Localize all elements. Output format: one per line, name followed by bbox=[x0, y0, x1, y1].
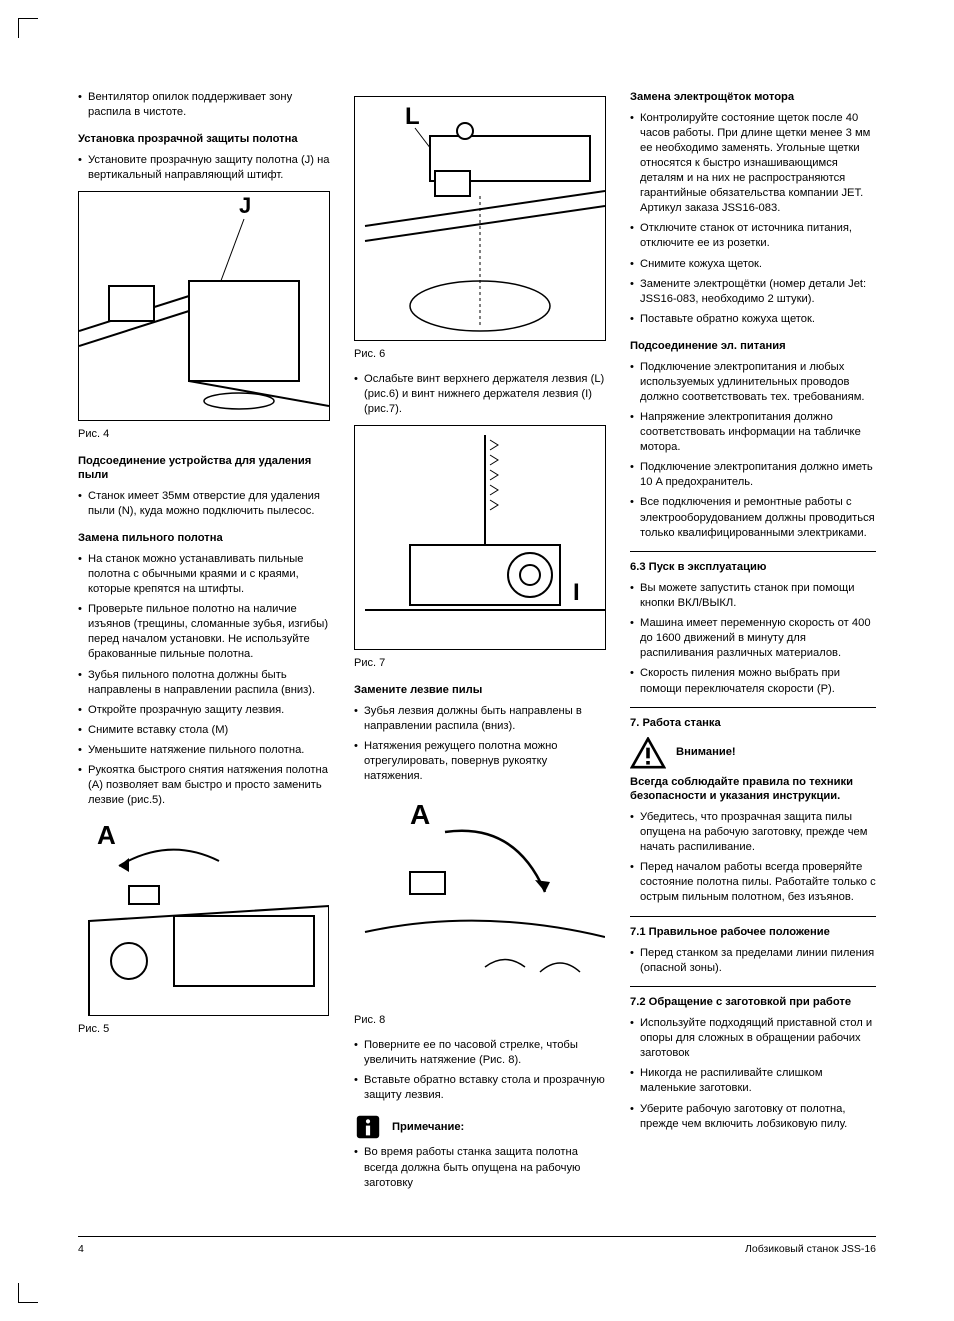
section-7-2: 7.2 Обращение с заготовкой при работе bbox=[630, 995, 876, 1010]
note-label: Примечание: bbox=[392, 1120, 464, 1135]
crop-mark-top-left bbox=[18, 18, 38, 38]
list-item: Во время работы станка защита полотна вс… bbox=[354, 1145, 606, 1190]
list-item: Контролируйте состояние щеток после 40 ч… bbox=[630, 111, 876, 217]
warning-row: Внимание! bbox=[630, 737, 876, 769]
list-power: Подключение электропитания и любых испол… bbox=[630, 360, 876, 541]
list-dust: Станок имеет 35мм отверстие для удаления… bbox=[78, 489, 330, 519]
figure-6-label: L bbox=[405, 103, 420, 130]
list-brushes: Контролируйте состояние щеток после 40 ч… bbox=[630, 111, 876, 327]
section-rule bbox=[630, 551, 876, 552]
warning-text: Всегда соблюдайте правила по техники без… bbox=[630, 775, 876, 804]
caption-8: Рис. 8 bbox=[354, 1013, 606, 1028]
list-item: Уменьшите натяжение пильного полотна. bbox=[78, 743, 330, 758]
heading-replace-blade: Замените лезвие пилы bbox=[354, 683, 606, 698]
list-item: Все подключения и ремонтные работы с эле… bbox=[630, 495, 876, 540]
list-item: Проверьте пильное полотно на наличие изъ… bbox=[78, 602, 330, 662]
list-item: Вы можете запустить станок при помощи кн… bbox=[630, 581, 876, 611]
figure-7: I bbox=[354, 425, 606, 650]
list-item: Подключение электропитания и любых испол… bbox=[630, 360, 876, 405]
list-item: Никогда не распиливайте слишком маленьки… bbox=[630, 1066, 876, 1096]
list-guard: Установите прозрачную защиту полотна (J)… bbox=[78, 153, 330, 183]
figure-4: J bbox=[78, 191, 330, 421]
page-content: Вентилятор опилок поддерживает зону расп… bbox=[78, 90, 876, 1255]
caption-5: Рис. 5 bbox=[78, 1022, 330, 1037]
list-item: Перед станком за пределами линии пиления… bbox=[630, 946, 876, 976]
list-item: Натяжения режущего полотна можно отрегул… bbox=[354, 739, 606, 784]
list-item: Отключите станок от источника питания, о… bbox=[630, 221, 876, 251]
list-item: Перед началом работы всегда проверяйте с… bbox=[630, 860, 876, 905]
list-loosen: Ослабьте винт верхнего держателя лезвия … bbox=[354, 372, 606, 417]
list-note: Во время работы станка защита полотна вс… bbox=[354, 1145, 606, 1190]
figure-4-label: J bbox=[239, 193, 251, 218]
list-72: Используйте подходящий приставной стол и… bbox=[630, 1016, 876, 1132]
section-7: 7. Работа станка bbox=[630, 716, 876, 731]
list-item: Рукоятка быстрого снятия натяжения полот… bbox=[78, 763, 330, 808]
heading-brushes: Замена электрощёток мотора bbox=[630, 90, 876, 105]
section-7-1: 7.1 Правильное рабочее положение bbox=[630, 925, 876, 940]
list-blade: На станок можно устанавливать пильные по… bbox=[78, 552, 330, 809]
heading-power: Подсоединение эл. питания bbox=[630, 339, 876, 354]
page-number: 4 bbox=[78, 1243, 84, 1255]
section-rule bbox=[630, 986, 876, 987]
list-item: Замените электрощётки (номер детали Jet:… bbox=[630, 277, 876, 307]
warning-icon bbox=[630, 737, 666, 769]
figure-8-label: A bbox=[410, 799, 430, 830]
list-item: Убедитесь, что прозрачная защита пилы оп… bbox=[630, 810, 876, 855]
list-item: Подключение электропитания должно иметь … bbox=[630, 460, 876, 490]
list-item: Скорость пиления можно выбрать при помощ… bbox=[630, 666, 876, 696]
page-footer: 4 Лобзиковый станок JSS-16 bbox=[78, 1236, 876, 1255]
figure-8: A bbox=[354, 792, 606, 1007]
list-item: Уберите рабочую заготовку от полотна, пр… bbox=[630, 1102, 876, 1132]
list-item: Напряжение электропитания должно соответ… bbox=[630, 410, 876, 455]
column-1: Вентилятор опилок поддерживает зону расп… bbox=[78, 90, 330, 1228]
list-item: Снимите кожуха щеток. bbox=[630, 257, 876, 272]
list-item: Вентилятор опилок поддерживает зону расп… bbox=[78, 90, 330, 120]
figure-7-label: I bbox=[573, 579, 580, 606]
caption-7: Рис. 7 bbox=[354, 656, 606, 671]
columns: Вентилятор опилок поддерживает зону расп… bbox=[78, 90, 876, 1228]
list-item: Вставьте обратно вставку стола и прозрач… bbox=[354, 1073, 606, 1103]
figure-5: A bbox=[78, 816, 330, 1016]
list-item: Поставьте обратно кожуха щеток. bbox=[630, 312, 876, 327]
info-icon bbox=[354, 1113, 382, 1141]
list-item: На станок можно устанавливать пильные по… bbox=[78, 552, 330, 597]
list-item: Машина имеет переменную скорость от 400 … bbox=[630, 616, 876, 661]
figure-6: L bbox=[354, 96, 606, 341]
caption-6: Рис. 6 bbox=[354, 347, 606, 362]
heading-guard-install: Установка прозрачной защиты полотна bbox=[78, 132, 330, 147]
list-start: Вы можете запустить станок при помощи кн… bbox=[630, 581, 876, 697]
note-row: Примечание: bbox=[354, 1113, 606, 1141]
list-item: Откройте прозрачную защиту лезвия. bbox=[78, 703, 330, 718]
model-name: Лобзиковый станок JSS-16 bbox=[745, 1243, 876, 1255]
list-item: Зубья пильного полотна должны быть напра… bbox=[78, 668, 330, 698]
list-turn: Поверните ее по часовой стрелке, чтобы у… bbox=[354, 1038, 606, 1103]
list-fan: Вентилятор опилок поддерживает зону расп… bbox=[78, 90, 330, 120]
section-6-3: 6.3 Пуск в эксплуатацию bbox=[630, 560, 876, 575]
column-3: Замена электрощёток мотора Контролируйте… bbox=[630, 90, 876, 1228]
list-item: Установите прозрачную защиту полотна (J)… bbox=[78, 153, 330, 183]
list-item: Зубья лезвия должны быть направлены в на… bbox=[354, 704, 606, 734]
list-item: Снимите вставку стола (М) bbox=[78, 723, 330, 738]
column-2: L Рис. 6 Ослабьте винт верхнего держател… bbox=[354, 90, 606, 1228]
list-71: Перед станком за пределами линии пиления… bbox=[630, 946, 876, 976]
figure-5-label: A bbox=[97, 820, 116, 850]
heading-dust: Подсоединение устройства для удаления пы… bbox=[78, 454, 330, 483]
list-item: Ослабьте винт верхнего держателя лезвия … bbox=[354, 372, 606, 417]
warning-label: Внимание! bbox=[676, 745, 736, 760]
list-item: Станок имеет 35мм отверстие для удаления… bbox=[78, 489, 330, 519]
list-warn: Убедитесь, что прозрачная защита пилы оп… bbox=[630, 810, 876, 906]
crop-mark-bottom-left bbox=[18, 1283, 38, 1303]
caption-4: Рис. 4 bbox=[78, 427, 330, 442]
list-item: Поверните ее по часовой стрелке, чтобы у… bbox=[354, 1038, 606, 1068]
list-replace: Зубья лезвия должны быть направлены в на… bbox=[354, 704, 606, 785]
list-item: Используйте подходящий приставной стол и… bbox=[630, 1016, 876, 1061]
heading-blade-change: Замена пильного полотна bbox=[78, 531, 330, 546]
section-rule bbox=[630, 707, 876, 708]
section-rule bbox=[630, 916, 876, 917]
